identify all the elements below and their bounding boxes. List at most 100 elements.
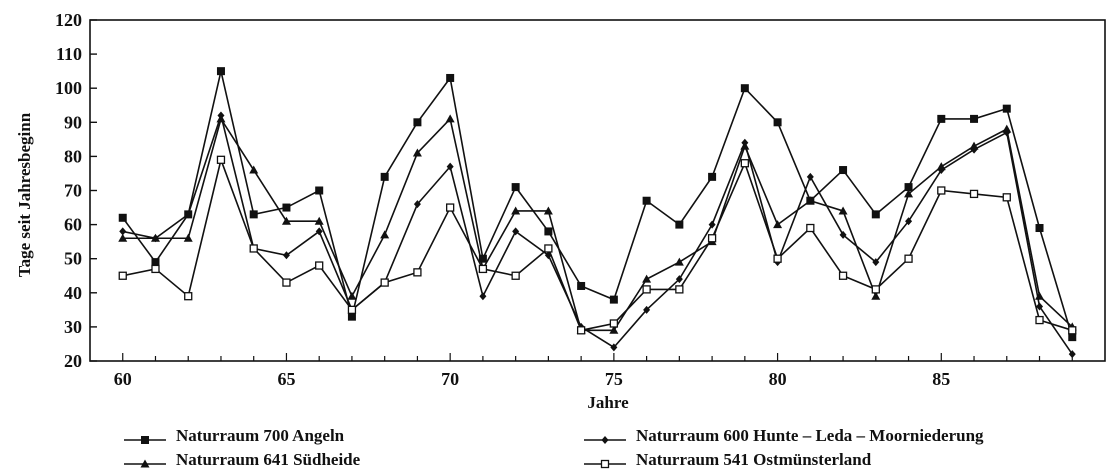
data-point [904, 189, 914, 198]
x-tick-label: 80 [769, 369, 787, 389]
data-point [478, 254, 487, 263]
data-point [118, 233, 128, 242]
data-point [1036, 302, 1044, 311]
data-point [1035, 224, 1044, 233]
data-point [773, 254, 782, 263]
data-point [511, 183, 520, 192]
data-point [315, 261, 324, 270]
data-point [839, 166, 848, 175]
data-point [380, 172, 389, 181]
data-point [675, 220, 684, 229]
data-point [445, 114, 455, 123]
data-point [904, 254, 913, 263]
legend-marker [601, 436, 609, 444]
data-point [1068, 333, 1077, 342]
data-point [805, 196, 815, 205]
data-point [347, 305, 357, 315]
y-tick-label: 120 [55, 10, 82, 30]
data-point [413, 118, 422, 127]
data-point [511, 206, 521, 215]
data-point [544, 227, 553, 236]
data-point [249, 165, 259, 174]
series-line [122, 112, 1073, 355]
plot-frame [89, 19, 1106, 362]
data-point [609, 295, 618, 304]
data-point [380, 278, 389, 287]
legend-item: Naturraum 600 Hunte – Leda – Moorniederu… [584, 426, 984, 445]
legend-item: Naturraum 541 Ostmünsterland [584, 450, 872, 469]
data-point [838, 271, 848, 280]
data-point [838, 206, 848, 215]
data-point [314, 216, 324, 225]
data-point [577, 281, 586, 290]
legend-marker [141, 436, 149, 444]
series-layer [118, 67, 1077, 359]
data-point [216, 114, 226, 123]
data-point [969, 141, 979, 150]
data-point [642, 274, 652, 283]
data-point [512, 227, 520, 236]
data-point [413, 200, 421, 209]
data-point [446, 203, 455, 212]
data-point [1068, 350, 1076, 359]
data-point [413, 268, 422, 277]
data-point [543, 206, 553, 215]
legend-label: Naturraum 700 Angeln [176, 426, 345, 445]
data-point [1035, 315, 1044, 325]
data-point [937, 186, 946, 195]
y-tick-label: 70 [64, 181, 82, 201]
data-point [282, 278, 291, 287]
data-point [1002, 104, 1011, 113]
x-tick-label: 60 [114, 369, 132, 389]
data-point [184, 210, 192, 219]
data-point [511, 271, 520, 280]
data-point [544, 244, 553, 253]
data-point [839, 230, 847, 239]
data-point [609, 325, 619, 334]
data-point [806, 172, 814, 181]
data-point [643, 305, 651, 314]
legend: Naturraum 700 Angeln Naturraum 600 Hunte … [124, 426, 984, 469]
data-point [872, 258, 880, 267]
data-point [708, 172, 717, 181]
y-tick-label: 90 [64, 112, 82, 132]
data-point [1068, 326, 1077, 335]
data-point [347, 291, 357, 300]
y-tick-label: 40 [64, 283, 82, 303]
data-point [674, 257, 684, 266]
data-point [119, 227, 127, 236]
series-2 [119, 111, 1076, 359]
y-tick-label: 60 [64, 215, 82, 235]
legend-item: Naturraum 641 Südheide [124, 450, 361, 469]
data-point [970, 114, 979, 123]
data-point [806, 223, 815, 233]
data-point [380, 230, 390, 239]
y-axis-title: Tage seit Jahresbeginn [15, 112, 34, 277]
y-tick-label: 100 [55, 78, 82, 98]
data-point [1002, 124, 1012, 133]
data-point [150, 233, 160, 242]
data-point [675, 275, 683, 284]
data-point [446, 162, 454, 171]
data-point [249, 244, 258, 253]
data-point [184, 292, 193, 301]
legend-item: Naturraum 700 Angeln [124, 426, 345, 445]
data-point [871, 291, 881, 300]
data-point [249, 210, 258, 219]
y-tick-label: 50 [64, 249, 82, 269]
y-tick-label: 110 [56, 44, 82, 64]
data-point [151, 258, 160, 267]
series-1 [118, 67, 1077, 342]
data-point [576, 326, 586, 335]
data-point [282, 203, 291, 212]
data-point [905, 217, 913, 226]
x-axis-title: Jahre [587, 393, 629, 412]
legend-marker [600, 459, 610, 469]
x-tick-label: 75 [605, 369, 623, 389]
legend-label: Naturraum 600 Hunte – Leda – Moorniederu… [636, 426, 984, 445]
data-point [936, 162, 946, 171]
data-point [216, 155, 226, 164]
data-point [151, 264, 160, 274]
x-axis: 60 65 70 75 80 85 [114, 353, 1073, 389]
